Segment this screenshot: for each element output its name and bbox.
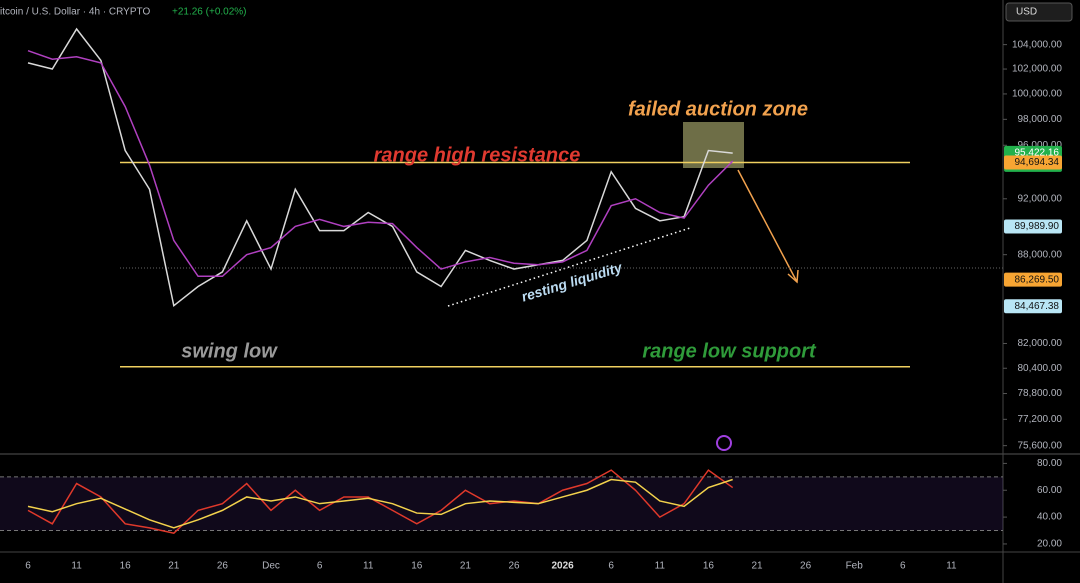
y-tick-label: 98,000.00	[1018, 114, 1063, 125]
x-tick-label: 16	[703, 561, 715, 572]
y-tick-label: 100,000.00	[1012, 89, 1062, 100]
y-tick-label: 82,000.00	[1018, 338, 1063, 349]
x-tick-label: 26	[508, 561, 520, 572]
price-label: 84,467.38	[1015, 301, 1060, 312]
y-tick-label: 104,000.00	[1012, 39, 1062, 50]
annotation: swing low	[181, 340, 278, 362]
annotation: range high resistance	[374, 144, 581, 166]
y-tick-label: 80.00	[1037, 458, 1062, 469]
price-change: +21.26 (+0.02%)	[172, 7, 247, 18]
y-tick-label: 40.00	[1037, 512, 1062, 523]
price-label: 86,269.50	[1015, 274, 1060, 285]
series-line	[27, 478, 733, 529]
y-tick-label: 75,600.00	[1018, 440, 1063, 451]
currency[interactable]: USD	[1016, 7, 1037, 18]
price-label: 95,422.16	[1015, 148, 1060, 159]
x-tick-label: 11	[946, 561, 957, 572]
currency-button[interactable]	[1005, 2, 1073, 22]
event-icon[interactable]	[716, 435, 732, 451]
price-label: 89,989.90	[1015, 221, 1060, 232]
price-label: 94,694.34	[1015, 157, 1060, 168]
x-tick-label: 2026	[551, 561, 574, 572]
x-tick-label: 26	[217, 561, 229, 572]
x-tick-label: 11	[71, 561, 82, 572]
x-tick-label: 21	[751, 561, 763, 572]
y-tick-label: 88,000.00	[1018, 249, 1063, 260]
price-label-box	[1004, 155, 1062, 170]
symbol: itcoin / U.S. Dollar · 4h · CRYPTO	[0, 7, 150, 18]
y-tick-label: 60.00	[1037, 485, 1062, 496]
y-tick-label: 96,000.00	[1018, 140, 1063, 151]
x-tick-label: 16	[120, 561, 132, 572]
price-label-box	[1004, 299, 1062, 314]
x-tick-label: 11	[363, 561, 374, 572]
y-tick-label: 77,200.00	[1018, 414, 1063, 425]
arrow-head	[787, 269, 799, 284]
rsi-band	[0, 476, 1003, 531]
y-tick-label: 102,000.00	[1012, 64, 1062, 75]
auction-zone-box	[683, 122, 744, 168]
series-line	[27, 49, 734, 278]
y-tick-label: 80,400.00	[1018, 363, 1063, 374]
series-line	[27, 27, 733, 308]
x-tick-label: 21	[460, 561, 472, 572]
price-label-box	[1004, 272, 1062, 287]
x-tick-label: 6	[25, 561, 31, 572]
x-tick-label: 11	[655, 561, 666, 572]
annotation: failed auction zone	[628, 98, 808, 120]
y-tick-label: 92,000.00	[1018, 193, 1063, 204]
x-tick-label: 21	[168, 561, 180, 572]
liquidity-line	[447, 227, 691, 307]
x-tick-label: 16	[411, 561, 423, 572]
x-tick-label: Dec	[262, 561, 280, 572]
x-tick-label: 26	[800, 561, 812, 572]
y-tick-label: 78,800.00	[1018, 388, 1063, 399]
x-tick-label: 6	[317, 561, 323, 572]
x-tick-label: 6	[608, 561, 614, 572]
y-tick-label: 20.00	[1037, 539, 1062, 550]
price-label-box	[1004, 219, 1062, 234]
annotation: range low support	[642, 340, 817, 362]
x-tick-label: 6	[900, 561, 906, 572]
projection-arrow	[737, 169, 798, 283]
x-tick-label: Feb	[846, 561, 864, 572]
series-line	[27, 469, 734, 535]
